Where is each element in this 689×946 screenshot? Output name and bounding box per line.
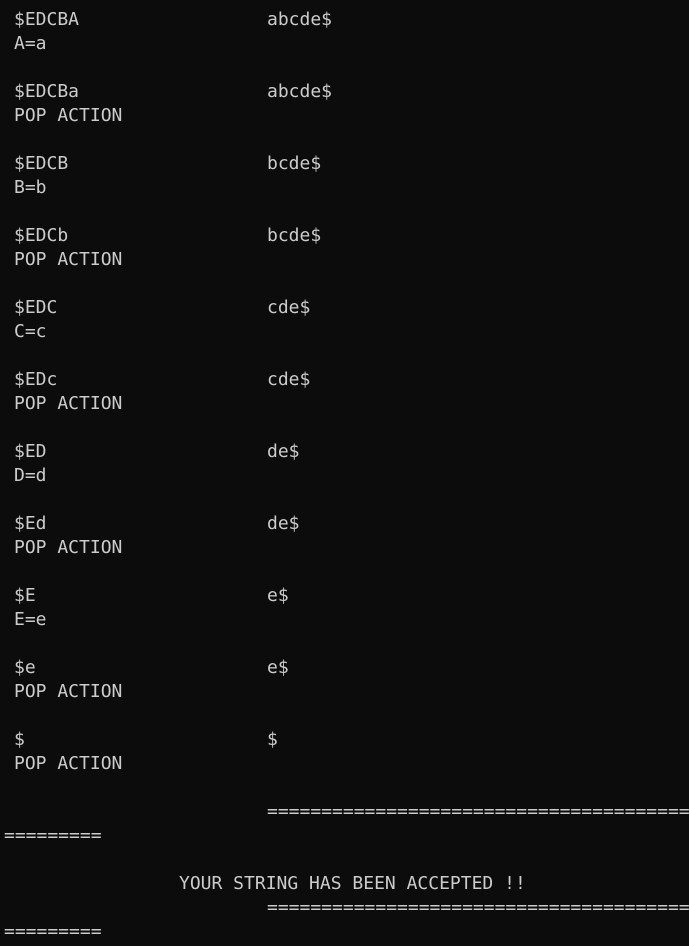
parser-action: C=c — [14, 321, 47, 342]
stack-contents: $EDCb — [14, 225, 69, 246]
parser-action: POP ACTION — [14, 249, 123, 270]
separator-line: ========================================… — [267, 897, 689, 918]
stack-contents: $EDC — [14, 297, 58, 318]
remaining-input: e$ — [267, 585, 289, 606]
remaining-input: cde$ — [267, 369, 311, 390]
remaining-input: de$ — [267, 441, 300, 462]
remaining-input: abcde$ — [267, 9, 333, 30]
result-message: YOUR STRING HAS BEEN ACCEPTED !! — [179, 873, 526, 894]
parser-action: POP ACTION — [14, 681, 123, 702]
parser-action: E=e — [14, 609, 47, 630]
separator-line-wrap: ========= — [4, 921, 102, 942]
separator-line-wrap: ========= — [4, 825, 102, 846]
parser-action: POP ACTION — [14, 537, 123, 558]
stack-contents: $EDCBa — [14, 81, 80, 102]
remaining-input: abcde$ — [267, 81, 333, 102]
parser-action: B=b — [14, 177, 47, 198]
stack-contents: $E — [14, 585, 36, 606]
stack-contents: $ED — [14, 441, 47, 462]
stack-contents: $EDc — [14, 369, 58, 390]
stack-contents: $EDCBA — [14, 9, 80, 30]
remaining-input: bcde$ — [267, 225, 322, 246]
parser-action: POP ACTION — [14, 393, 123, 414]
parser-action: A=a — [14, 33, 47, 54]
stack-contents: $ — [14, 729, 25, 750]
remaining-input: cde$ — [267, 297, 311, 318]
stack-contents: $e — [14, 657, 36, 678]
parser-action: POP ACTION — [14, 753, 123, 774]
stack-contents: $EDCB — [14, 153, 69, 174]
remaining-input: de$ — [267, 513, 300, 534]
separator-line: ========================================… — [267, 801, 689, 822]
remaining-input: $ — [267, 729, 278, 750]
parser-action: POP ACTION — [14, 105, 123, 126]
remaining-input: e$ — [267, 657, 289, 678]
stack-contents: $Ed — [14, 513, 47, 534]
remaining-input: bcde$ — [267, 153, 322, 174]
parser-action: D=d — [14, 465, 47, 486]
